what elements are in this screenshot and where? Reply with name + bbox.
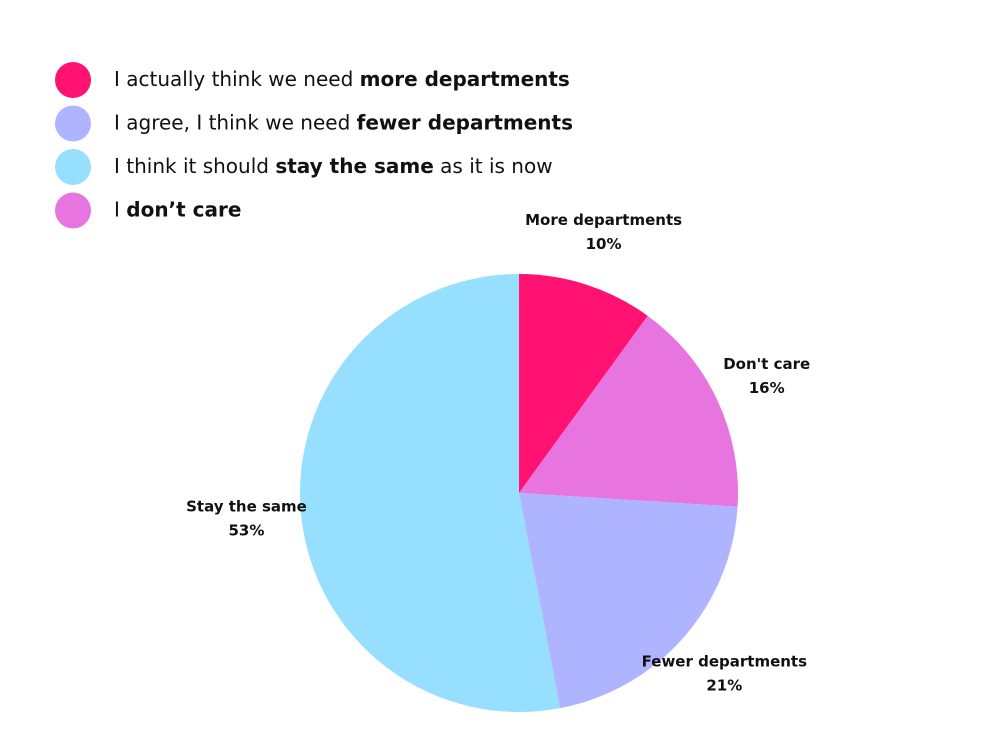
- legend-text: I agree, I think we need fewer departmen…: [114, 110, 573, 134]
- pie-slice: [299, 274, 561, 712]
- legend-text-part: stay the same: [275, 154, 433, 178]
- legend-marker: [55, 62, 91, 98]
- slice-value-label: 16%: [749, 379, 785, 397]
- slice-value-label: 53%: [229, 521, 265, 539]
- legend-text-part: don’t care: [126, 197, 241, 221]
- pie-slice: [519, 274, 648, 493]
- slice-label: Don't care: [723, 355, 810, 373]
- slice-label: Fewer departments: [642, 653, 807, 671]
- legend-marker: [55, 192, 91, 229]
- legend-text-part: I think it should: [114, 154, 275, 178]
- slice-label: Stay the same: [186, 497, 307, 515]
- legend-text-part: fewer departments: [357, 110, 573, 134]
- pie-slice: [519, 493, 738, 709]
- legend-text-part: more departments: [360, 67, 570, 91]
- legend-text-part: I agree, I think we need: [114, 110, 357, 134]
- legend-text: I don’t care: [114, 197, 241, 221]
- legend-text-part: I actually think we need: [114, 67, 360, 91]
- legend-text-part: I: [114, 197, 126, 221]
- legend-marker: [55, 105, 91, 142]
- pie-slice: [519, 315, 738, 507]
- slice-label: More departments: [525, 211, 682, 229]
- legend-text: I actually think we need more department…: [114, 67, 570, 91]
- legend-text: I think it should stay the same as it is…: [114, 154, 553, 178]
- slice-value-label: 10%: [586, 235, 622, 253]
- legend-text-part: as it is now: [434, 154, 553, 178]
- legend-marker: [55, 149, 91, 185]
- slice-value-label: 21%: [706, 677, 742, 695]
